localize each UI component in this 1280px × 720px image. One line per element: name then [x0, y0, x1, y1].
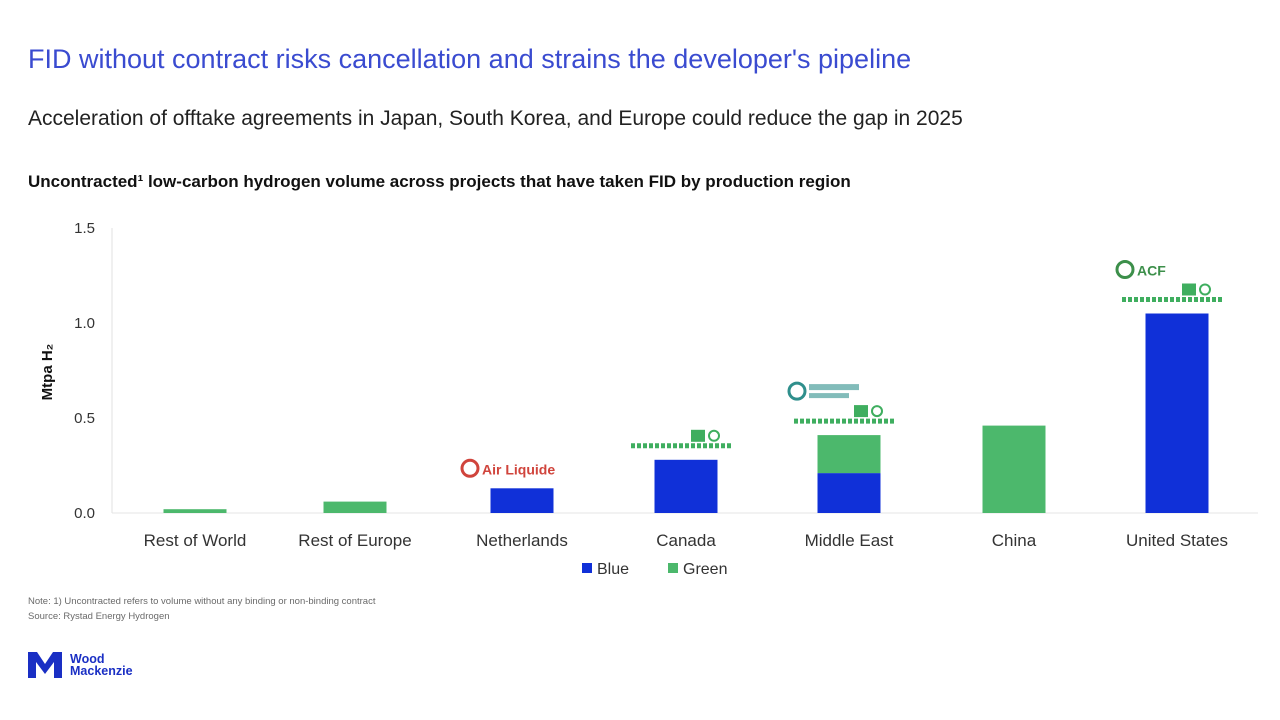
legend-swatch-green: [668, 563, 678, 573]
bar-green-rest-of-europe: [323, 501, 387, 513]
x-tick-label: Rest of World: [144, 531, 247, 550]
y-tick-label: 0.0: [74, 505, 95, 522]
x-tick-label: Netherlands: [476, 531, 568, 550]
bar-green-rest-of-world: [163, 509, 227, 513]
legend-label: Green: [683, 561, 727, 578]
y-ticks: 0.0 0.5 1.0 1.5: [74, 220, 95, 522]
legend-label: Blue: [597, 561, 629, 578]
company-logo-icon: ACF: [1115, 260, 1166, 279]
brand-logo: Wood Mackenzie: [28, 652, 133, 678]
company-logo-icon: Air Liquide: [460, 458, 555, 478]
x-tick-label: China: [992, 531, 1037, 550]
green-flag-icon: [1122, 283, 1222, 302]
chart-title: Uncontracted¹ low-carbon hydrogen volume…: [28, 172, 851, 191]
green-flag-icon: [631, 429, 731, 449]
bar-blue-netherlands: [490, 488, 554, 513]
x-tick-label: United States: [1126, 531, 1228, 550]
subheadline: Acceleration of offtake agreements in Ja…: [28, 107, 963, 130]
x-tick-label: Rest of Europe: [298, 531, 411, 550]
logo-word-2: Mackenzie: [70, 664, 133, 678]
legend: Blue Green: [582, 561, 727, 578]
logo-word-1: Wood: [70, 652, 105, 666]
bar-green-china: [982, 425, 1046, 513]
bar-blue-middle-east: [817, 473, 881, 513]
bar-green-middle-east: [817, 435, 881, 474]
legend-swatch-blue: [582, 563, 592, 573]
bar-blue-canada: [654, 459, 718, 513]
y-axis-label: Mtpa H₂: [39, 344, 56, 401]
company-logo-icon: [787, 381, 859, 401]
y-tick-label: 1.0: [74, 315, 95, 332]
y-tick-label: 1.5: [74, 220, 95, 237]
source-text: Source: Rystad Energy Hydrogen: [28, 611, 170, 622]
x-tick-labels: Rest of World Rest of Europe Netherlands Ca…: [144, 531, 1228, 550]
y-tick-label: 0.5: [74, 410, 95, 427]
bars: [163, 313, 1209, 513]
bar-blue-united-states: [1145, 313, 1209, 513]
bar-chart: Mtpa H₂ 0.00.51.01.5 Rest of World Rest o…: [39, 220, 1258, 578]
x-tick-label: Middle East: [805, 531, 894, 550]
footnotes: Note: 1) Uncontracted refers to volume w…: [28, 594, 375, 624]
wood-mackenzie-logo-icon: [28, 652, 62, 678]
annotation-label: ACF: [1137, 263, 1166, 279]
annotation-label: Air Liquide: [482, 461, 555, 477]
note-text: Note: 1) Uncontracted refers to volume w…: [28, 596, 376, 607]
annotations: Air Liquide ACF: [460, 260, 1222, 478]
headline: FID without contract risks cancellation …: [28, 44, 912, 74]
green-flag-icon: [794, 405, 894, 424]
x-tick-label: Canada: [656, 531, 716, 550]
